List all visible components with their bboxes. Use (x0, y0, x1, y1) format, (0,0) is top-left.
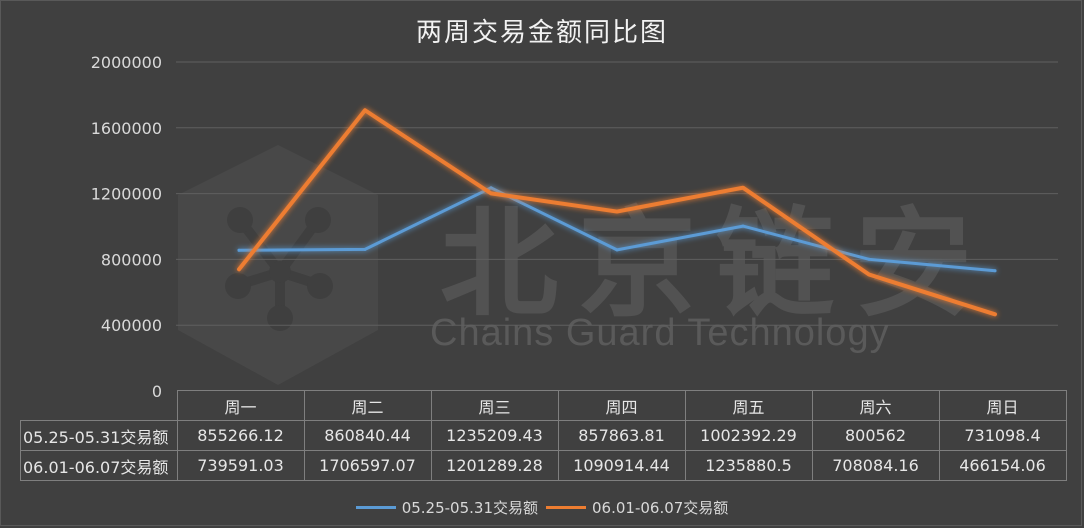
category-header-cell: 周二 (303, 390, 432, 421)
data-value-cell: 855266.12 (176, 420, 305, 451)
series-2-point (489, 191, 493, 195)
table-header-row: 周一 周二 周三 周四 周五 周六 周日 (20, 390, 1067, 421)
chart-title: 两周交易金额同比图 (415, 18, 668, 48)
data-value-cell: 1002392.29 (684, 420, 813, 451)
series-2-point (615, 210, 619, 214)
series-1-point (993, 269, 997, 273)
table-corner-cell (20, 390, 178, 421)
data-value-cell: 860840.44 (303, 420, 432, 451)
data-table: 周一 周二 周三 周四 周五 周六 周日 05.25-05.31交易额 855266.12 860… (20, 390, 1067, 481)
y-tick-label: 1200000 (91, 185, 162, 204)
category-header-cell: 周四 (557, 390, 686, 421)
data-value-cell: 1235209.43 (430, 420, 559, 451)
data-value-cell: 739591.03 (176, 450, 305, 481)
legend-swatch (355, 506, 396, 509)
data-value-cell: 1090914.44 (557, 450, 686, 481)
legend-label: 06.01-06.07交易额 (592, 499, 729, 517)
series-1-point (489, 186, 493, 190)
category-header-cell: 周三 (430, 390, 559, 421)
table-row: 05.25-05.31交易额 855266.12 860840.44 1235209.… (20, 420, 1067, 451)
category-header-cell: 周一 (176, 390, 305, 421)
y-tick-label: 2000000 (91, 53, 162, 72)
series-2-point (741, 186, 745, 190)
data-value-cell: 1201289.28 (430, 450, 559, 481)
data-value-cell: 800562 (811, 420, 940, 451)
data-value-cell: 857863.81 (557, 420, 686, 451)
watermark-cn-text: 北京链安 (440, 195, 993, 333)
data-value-cell: 1235880.5 (684, 450, 813, 481)
series-1-point (363, 247, 367, 251)
series-2-point (363, 108, 367, 112)
data-value-cell: 1706597.07 (303, 450, 432, 481)
y-tick-label: 400000 (101, 316, 162, 335)
series-2-point (993, 312, 997, 316)
table-row: 06.01-06.07交易额 739591.03 1706597.07 1201289… (20, 450, 1067, 481)
y-tick-label: 1600000 (91, 119, 162, 138)
series-2-point (867, 273, 871, 277)
data-value-cell: 708084.16 (811, 450, 940, 481)
series-1-point (741, 224, 745, 228)
legend-item: 06.01-06.07交易额 (546, 497, 728, 518)
category-header-cell: 周五 (684, 390, 813, 421)
series-2-point (237, 267, 241, 271)
series-1-point (867, 257, 871, 261)
series-1-point (237, 248, 241, 252)
series-name-cell: 05.25-05.31交易额 (20, 420, 178, 451)
category-header-cell: 周六 (811, 390, 940, 421)
data-value-cell: 466154.06 (938, 450, 1067, 481)
series-1-point (615, 248, 619, 252)
watermark-logo-icon (178, 145, 378, 385)
category-header-cell: 周日 (938, 390, 1067, 421)
y-tick-label: 800000 (101, 250, 162, 269)
legend-swatch (546, 506, 586, 509)
series-name-cell: 06.01-06.07交易额 (20, 450, 178, 481)
legend-item: 05.25-05.31交易额 (355, 497, 538, 518)
watermark-en-text: Chains Guard Technology (430, 312, 890, 354)
legend-label: 05.25-05.31交易额 (401, 499, 538, 517)
data-value-cell: 731098.4 (938, 420, 1067, 451)
chart-legend: 05.25-05.31交易额 06.01-06.07交易额 (0, 497, 1084, 518)
